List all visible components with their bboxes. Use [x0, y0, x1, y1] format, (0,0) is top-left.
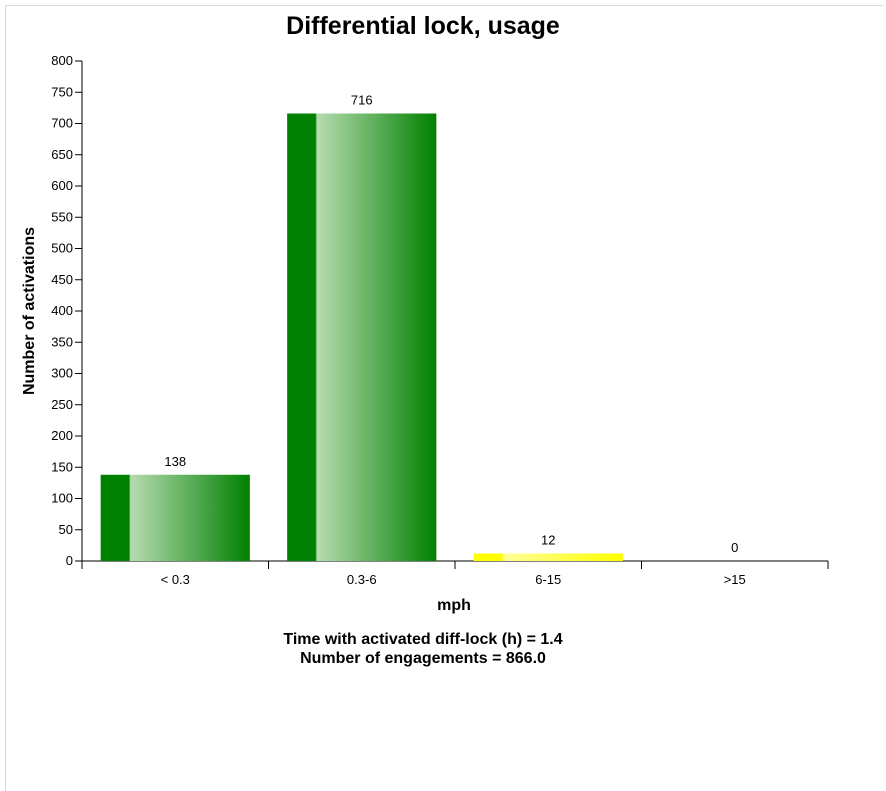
chart-frame [5, 5, 883, 791]
y-tick-label: 200 [51, 428, 73, 443]
y-tick-label: 100 [51, 491, 73, 506]
chart-title: Differential lock, usage [286, 12, 560, 40]
bar-value-label: 12 [541, 533, 555, 548]
bar [473, 553, 623, 561]
x-axis-label: mph [437, 597, 471, 614]
x-tick-label: < 0.3 [161, 572, 190, 587]
x-tick-label: 6-15 [535, 572, 561, 587]
y-tick-label: 300 [51, 366, 73, 381]
y-tick-label: 0 [66, 553, 73, 568]
summary-engagements: Number of engagements = 866.0 [300, 650, 546, 667]
bar-value-label: 0 [731, 540, 738, 555]
y-tick-label: 400 [51, 303, 73, 318]
y-tick-label: 500 [51, 241, 73, 256]
y-tick-label: 750 [51, 84, 73, 99]
bar [287, 113, 437, 561]
y-tick-label: 50 [59, 522, 73, 537]
bar-chart: 0 50 100 150 200 250 300 350 400 450 500 550 600 650 7… [51, 53, 829, 587]
bar-value-label: 138 [164, 454, 186, 469]
y-tick-label: 600 [51, 178, 73, 193]
x-tick-label: 0.3-6 [347, 572, 377, 587]
y-tick-label: 450 [51, 272, 73, 287]
bars: 138 716 12 0 [100, 93, 738, 561]
y-tick-label: 650 [51, 147, 73, 162]
y-tick-label: 700 [51, 116, 73, 131]
y-tick-label: 150 [51, 459, 73, 474]
summary: Time with activated diff-lock (h) = 1.4 … [0, 630, 846, 668]
bar [100, 474, 250, 561]
y-axis-label: Number of activations [21, 226, 38, 396]
x-axis: < 0.3 0.3-6 6-15 >15 [81, 560, 829, 587]
y-tick-label: 250 [51, 397, 73, 412]
summary-diff-lock-time: Time with activated diff-lock (h) = 1.4 [283, 631, 563, 648]
y-tick-label: 550 [51, 209, 73, 224]
bar-value-label: 716 [351, 93, 373, 108]
y-axis: 0 50 100 150 200 250 300 350 400 450 500 550 600 650 7… [51, 53, 83, 568]
y-tick-label: 800 [51, 53, 73, 68]
x-tick-label: >15 [724, 572, 746, 587]
y-tick-label: 350 [51, 334, 73, 349]
